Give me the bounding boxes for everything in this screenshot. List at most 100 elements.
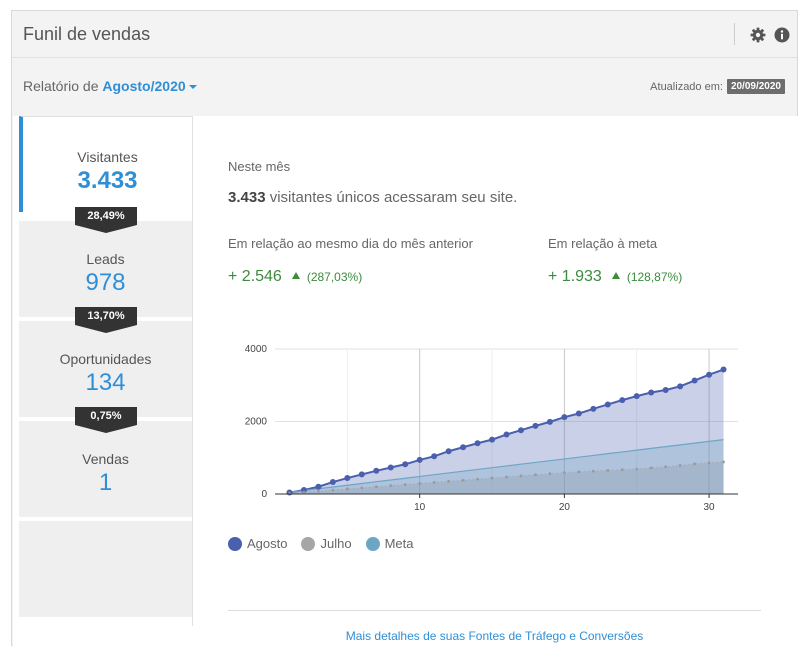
detail-heading: Neste mês bbox=[228, 159, 291, 174]
point-julho bbox=[693, 462, 696, 466]
detail-summary: 3.433 visitantes únicos acessaram seu si… bbox=[228, 189, 517, 206]
point-julho bbox=[360, 486, 364, 490]
stage-value: 978 bbox=[85, 269, 126, 296]
point-agosto bbox=[344, 475, 351, 482]
stage-leads[interactable]: Leads 978 bbox=[19, 221, 192, 317]
point-agosto bbox=[561, 414, 568, 421]
point-agosto bbox=[633, 393, 640, 400]
compare-prev-pct: (287,03%) bbox=[306, 270, 363, 284]
funnel-content: Visitantes 3.433 Leads 978 Oportunidades… bbox=[13, 116, 798, 646]
point-agosto bbox=[402, 461, 409, 468]
point-julho bbox=[389, 484, 393, 488]
point-agosto bbox=[619, 397, 626, 404]
point-agosto bbox=[517, 427, 524, 434]
up-arrow-icon bbox=[291, 272, 300, 279]
report-bar: Relatório de Agosto/2020 Atualizado em: … bbox=[12, 59, 797, 115]
compare-goal-pct: (128,87%) bbox=[626, 270, 683, 284]
stage-value: 3.433 bbox=[77, 167, 138, 194]
point-julho bbox=[403, 483, 407, 486]
rate-arrow bbox=[75, 325, 137, 333]
stage-value: 134 bbox=[85, 369, 126, 396]
rate-value: 13,70% bbox=[75, 307, 137, 325]
widget-header: Funil de vendas bbox=[12, 11, 797, 58]
report-prefix: Relatório de bbox=[23, 78, 99, 94]
x-tick-label: 20 bbox=[559, 502, 571, 511]
funnel-divider bbox=[192, 116, 193, 626]
legend-marker bbox=[228, 536, 242, 551]
point-agosto bbox=[662, 386, 669, 393]
stage-vendas[interactable]: Vendas 1 bbox=[19, 421, 192, 517]
y-tick-label: 2000 bbox=[245, 417, 268, 428]
point-julho bbox=[664, 465, 668, 469]
month-dropdown[interactable]: Agosto/2020 bbox=[102, 78, 197, 94]
up-arrow-icon bbox=[611, 272, 620, 279]
visitors-chart: 0 2000 4000 10 20 30 bbox=[245, 344, 738, 511]
point-julho bbox=[722, 460, 725, 464]
stage-oportunidades[interactable]: Oportunidades 134 bbox=[19, 321, 192, 417]
point-agosto bbox=[546, 418, 553, 425]
stage-detail: Neste mês 3.433 visitantes únicos acessa… bbox=[228, 116, 768, 646]
point-agosto bbox=[648, 389, 655, 396]
point-agosto bbox=[416, 456, 423, 463]
point-agosto bbox=[503, 431, 510, 438]
widget-title: Funil de vendas bbox=[23, 24, 151, 44]
point-agosto bbox=[575, 410, 582, 417]
more-details-link[interactable]: Mais detalhes de suas Fontes de Tráfego … bbox=[345, 629, 644, 643]
point-julho bbox=[548, 472, 552, 476]
stage-value: 1 bbox=[98, 469, 113, 496]
point-julho bbox=[707, 461, 711, 465]
point-agosto bbox=[590, 405, 597, 412]
point-agosto bbox=[489, 436, 496, 443]
point-julho bbox=[534, 473, 537, 477]
point-julho bbox=[519, 474, 523, 478]
point-julho bbox=[577, 470, 581, 474]
legend-marker bbox=[365, 536, 380, 551]
legend-meta[interactable]: Meta bbox=[365, 536, 414, 551]
point-julho bbox=[635, 467, 639, 471]
point-agosto bbox=[300, 487, 307, 494]
point-julho bbox=[302, 490, 306, 494]
point-agosto bbox=[720, 366, 727, 373]
stage-empty bbox=[19, 521, 192, 617]
point-agosto bbox=[677, 383, 684, 390]
header-separator bbox=[734, 23, 735, 45]
point-julho bbox=[331, 488, 335, 492]
point-julho bbox=[447, 479, 451, 483]
stage-label: Vendas bbox=[82, 451, 129, 467]
report-selector: Relatório de Agosto/2020 bbox=[23, 78, 197, 94]
area-agosto bbox=[289, 369, 724, 494]
summary-text: visitantes únicos acessaram seu site. bbox=[269, 189, 518, 206]
point-julho bbox=[476, 477, 479, 481]
sales-funnel-widget: Funil de vendas bbox=[11, 10, 798, 646]
point-agosto bbox=[387, 464, 394, 471]
compare-goal-value: + 1.933 bbox=[548, 268, 602, 285]
line-meta bbox=[289, 439, 724, 493]
x-tick-label: 10 bbox=[414, 502, 426, 511]
point-julho bbox=[345, 487, 349, 491]
compare-prev-value: + 2.546 bbox=[228, 268, 282, 285]
point-agosto bbox=[460, 444, 467, 451]
gear-icon[interactable] bbox=[749, 26, 767, 44]
header-actions bbox=[734, 23, 791, 45]
month-label: Agosto/2020 bbox=[102, 78, 186, 94]
point-agosto bbox=[329, 479, 336, 486]
legend-marker bbox=[301, 536, 316, 551]
point-agosto bbox=[315, 483, 322, 490]
summary-value: 3.433 bbox=[228, 189, 266, 206]
caret-down-icon bbox=[188, 85, 197, 90]
legend-julho[interactable]: Julho bbox=[301, 536, 352, 551]
point-julho bbox=[432, 481, 436, 484]
stage-visitantes[interactable]: Visitantes 3.433 bbox=[19, 116, 192, 212]
point-julho bbox=[591, 469, 595, 473]
legend-agosto[interactable]: Agosto bbox=[228, 536, 287, 551]
point-julho bbox=[620, 468, 624, 472]
info-icon[interactable] bbox=[773, 26, 791, 44]
point-agosto bbox=[431, 453, 438, 460]
point-julho bbox=[461, 478, 465, 482]
point-agosto bbox=[706, 371, 713, 378]
point-agosto bbox=[532, 422, 539, 429]
stage-label: Visitantes bbox=[77, 149, 138, 165]
legend-label: Meta bbox=[384, 536, 414, 551]
point-agosto bbox=[474, 440, 481, 447]
legend-label: Julho bbox=[320, 536, 352, 551]
